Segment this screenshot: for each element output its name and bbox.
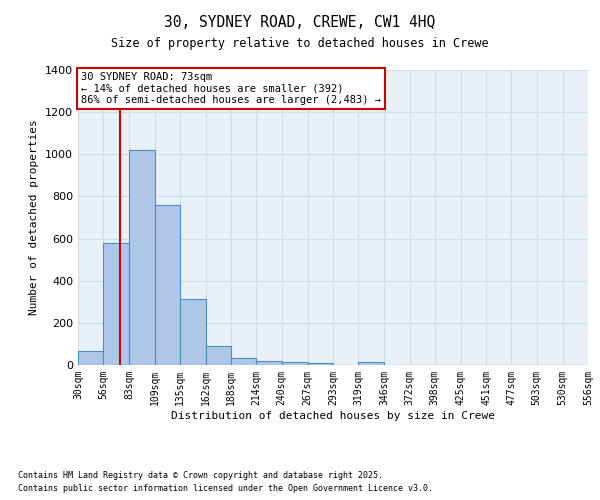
Bar — [155, 205, 180, 365]
Bar — [206, 346, 231, 365]
Bar — [130, 150, 155, 365]
Text: 30, SYDNEY ROAD, CREWE, CW1 4HQ: 30, SYDNEY ROAD, CREWE, CW1 4HQ — [164, 15, 436, 30]
Bar — [231, 358, 256, 365]
Y-axis label: Number of detached properties: Number of detached properties — [29, 120, 40, 316]
Text: Contains public sector information licensed under the Open Government Licence v3: Contains public sector information licen… — [18, 484, 433, 493]
Text: Contains HM Land Registry data © Crown copyright and database right 2025.: Contains HM Land Registry data © Crown c… — [18, 470, 383, 480]
Bar — [103, 243, 130, 365]
Text: Size of property relative to detached houses in Crewe: Size of property relative to detached ho… — [111, 38, 489, 51]
Bar — [180, 298, 206, 365]
Bar — [358, 362, 385, 365]
Bar — [256, 361, 281, 365]
Bar — [308, 363, 333, 365]
Text: 30 SYDNEY ROAD: 73sqm
← 14% of detached houses are smaller (392)
86% of semi-det: 30 SYDNEY ROAD: 73sqm ← 14% of detached … — [81, 72, 381, 106]
Bar — [78, 352, 103, 365]
Bar — [281, 362, 308, 365]
X-axis label: Distribution of detached houses by size in Crewe: Distribution of detached houses by size … — [171, 410, 495, 420]
